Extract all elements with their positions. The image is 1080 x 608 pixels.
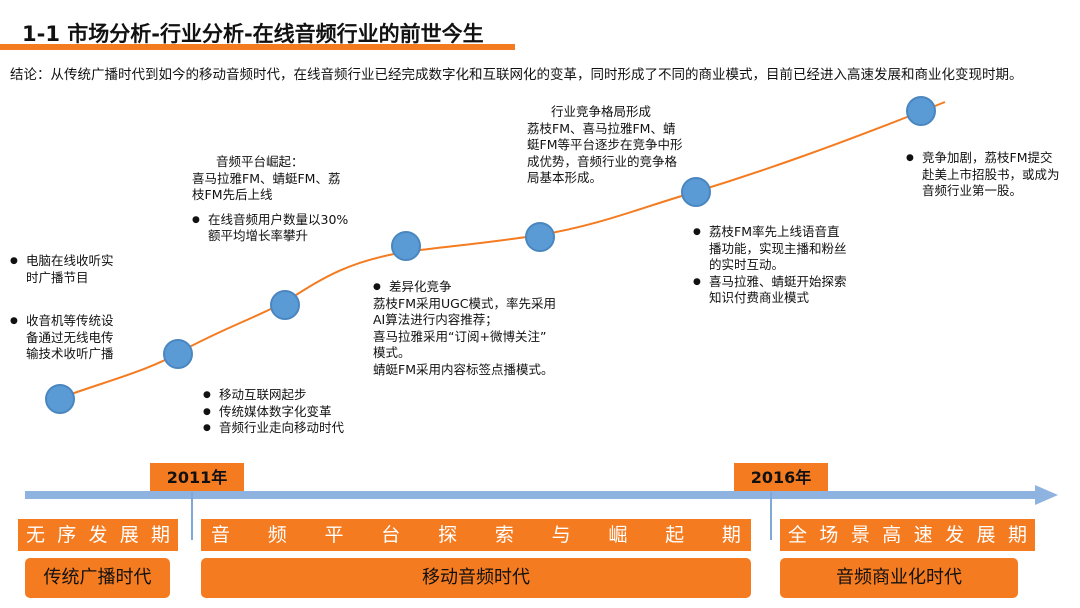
- timeline-dot-4: [391, 231, 421, 261]
- note-platform-rise: 音频平台崛起： 喜马拉雅FM、蜻蜓FM、荔 枝FM先后上线 在线音频用户数量以3…: [192, 154, 382, 245]
- year-2016-label: 2016年: [734, 463, 828, 493]
- timeline-dot-1: [45, 384, 75, 414]
- era-commercialization: 音频商业化时代: [780, 558, 1018, 598]
- phase-disorder: 无序发展期: [18, 519, 178, 551]
- era-traditional-radio: 传统广播时代: [25, 558, 170, 598]
- page-title: 1-1 市场分析-行业分析-在线音频行业的前世今生: [22, 22, 484, 46]
- phase-platform-exploration: 音频平台探索与崛起期: [201, 519, 751, 551]
- timeline-dot-5: [525, 222, 555, 252]
- separator-2016: [770, 492, 772, 540]
- note-mobile-start: 移动互联网起步 传统媒体数字化变革 音频行业走向移动时代: [203, 387, 383, 437]
- timeline-dot-7: [906, 96, 936, 126]
- phase-high-speed: 全场景高速发展期: [780, 519, 1035, 551]
- note-differentiation: 差异化竞争 荔枝FM采用UGC模式，率先采用 AI算法进行内容推荐； 喜马拉雅采…: [373, 279, 588, 378]
- conclusion-text: 结论：从传统广播时代到如今的移动音频时代，在线音频行业已经完成数字化和互联网化的…: [10, 67, 1023, 83]
- timeline-dot-2: [163, 339, 193, 369]
- title-underline: [0, 44, 515, 50]
- note-competition-formed: 行业竞争格局形成 荔枝FM、喜马拉雅FM、蜻 蜓FM等平台逐步在竞争中形 成优势…: [527, 104, 683, 185]
- era-mobile-audio: 移动音频时代: [201, 558, 751, 598]
- separator-2011: [191, 492, 193, 540]
- timeline-dot-3: [270, 290, 300, 320]
- timeline-dot-6: [681, 177, 711, 207]
- year-2011-label: 2011年: [150, 463, 244, 493]
